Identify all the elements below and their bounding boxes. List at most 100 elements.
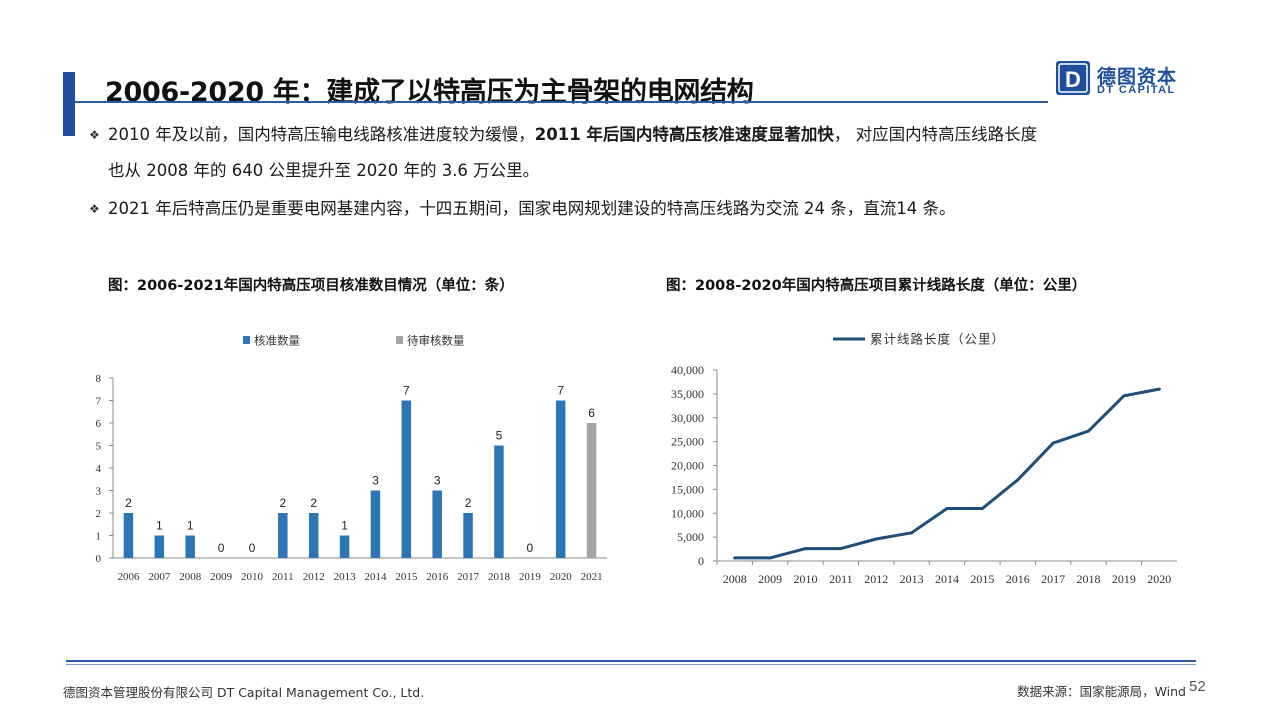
bar: [308, 513, 319, 558]
bar-x-tick-label: 2010: [241, 571, 264, 583]
bar-y-tick-label: 6: [96, 418, 102, 430]
line-x-tick-label: 2011: [829, 572, 853, 586]
line-x-tick-label: 2017: [1041, 572, 1065, 586]
diamond-bullet-icon: ❖: [89, 128, 100, 142]
bar-x-tick-label: 2021: [581, 571, 603, 583]
bar-data-label: 2: [125, 496, 132, 510]
footer-rule-thin: [66, 664, 1196, 665]
line-point: [1087, 429, 1091, 433]
line-y-tick-label: 5,000: [677, 530, 704, 544]
diamond-bullet-icon: ❖: [89, 202, 100, 216]
logo-letter: D: [1065, 67, 1081, 92]
bullet-list: ❖ 2010 年及以前，国内特高压输电线路核准进度较为缓慢，2011 年后国内特…: [88, 117, 1188, 227]
bar-x-tick-label: 2009: [210, 571, 233, 583]
bar: [185, 535, 195, 558]
line-point: [1016, 478, 1020, 482]
bar: [154, 535, 165, 558]
logo-english-name: DT CAPITAL: [1097, 84, 1176, 96]
bar: [401, 400, 412, 558]
title-accent-bar: [63, 72, 75, 136]
bar-data-label: 2: [279, 496, 286, 510]
line-y-tick-label: 40,000: [671, 363, 704, 377]
bar-x-tick-label: 2008: [179, 571, 202, 583]
line-point: [874, 537, 878, 541]
line-point: [1122, 394, 1126, 398]
bar-y-tick-label: 3: [96, 486, 102, 498]
bar-x-tick-label: 2019: [519, 571, 542, 583]
bar-data-label: 6: [588, 406, 595, 420]
bar-x-tick-label: 2020: [550, 571, 573, 583]
line-x-tick-label: 2019: [1112, 572, 1136, 586]
line-x-tick-label: 2014: [935, 572, 959, 586]
bullet-item-1: ❖ 2010 年及以前，国内特高压输电线路核准进度较为缓慢，2011 年后国内特…: [88, 117, 1188, 189]
line-x-tick-label: 2015: [970, 572, 994, 586]
bar-y-tick-label: 1: [96, 531, 102, 543]
line-x-tick-label: 2016: [1006, 572, 1030, 586]
bar-data-label: 0: [218, 541, 225, 555]
bar: [339, 535, 350, 558]
bar-data-label: 0: [526, 541, 533, 555]
line-y-tick-label: 30,000: [671, 411, 704, 425]
bar-data-label: 2: [465, 496, 472, 510]
line-x-tick-label: 2010: [793, 572, 817, 586]
bar-x-tick-label: 2013: [334, 571, 357, 583]
bar-y-tick-label: 4: [96, 463, 102, 475]
page-number: 52: [1189, 678, 1206, 695]
bar: [278, 513, 288, 558]
line-point: [980, 506, 984, 510]
logo-chinese-name: 德图资本: [1097, 66, 1178, 88]
bar-data-label: 1: [156, 519, 163, 533]
line-point: [733, 556, 737, 560]
bar-legend-label: 核准数量: [254, 334, 300, 348]
line-point: [768, 556, 772, 560]
line-point: [945, 506, 949, 510]
line-y-tick-label: 20,000: [671, 459, 704, 473]
line-x-tick-label: 2020: [1147, 572, 1171, 586]
bar: [463, 513, 473, 558]
bar-data-label: 0: [249, 541, 256, 555]
bar: [555, 400, 566, 558]
bar-data-label: 5: [496, 429, 503, 443]
line-series: [734, 387, 1160, 560]
footer-company: 德图资本管理股份有限公司 DT Capital Management Co., …: [63, 685, 425, 700]
footer-source: 数据来源：国家能源局，Wind: [1017, 684, 1186, 699]
title-underline: [75, 101, 1048, 103]
bar-y-tick-label: 0: [96, 553, 102, 565]
bar-x-tick-label: 2011: [272, 571, 294, 583]
bar-y-tick-label: 8: [96, 373, 102, 385]
line-y-tick-label: 0: [698, 554, 704, 568]
bar-data-label: 3: [434, 474, 441, 488]
bar-data-label: 2: [310, 496, 317, 510]
bar-x-tick-label: 2014: [364, 571, 387, 583]
bar-y-tick-label: 5: [96, 441, 102, 453]
bar-data-label: 3: [372, 474, 379, 488]
bar-x-tick-label: 2007: [148, 571, 171, 583]
bar-x-tick-label: 2016: [426, 571, 449, 583]
bar: [494, 445, 504, 558]
line-point: [1051, 441, 1055, 445]
chart-left-title: 图：2006-2021年国内特高压项目核准数目情况（单位：条）: [108, 278, 514, 294]
line-y-tick-label: 10,000: [671, 506, 704, 520]
company-logo: D 德图资本 DT CAPITAL: [1056, 61, 1196, 99]
line-legend-label: 累计线路长度（公里）: [870, 332, 1005, 347]
bar-data-label: 7: [557, 384, 564, 398]
bar-data-label: 1: [341, 519, 348, 533]
bar-legend-swatch: [396, 336, 403, 344]
line-point: [1157, 387, 1161, 391]
bar-legend-label: 待审核数量: [407, 334, 465, 348]
bar-x-tick-label: 2015: [395, 571, 418, 583]
bar-legend-swatch: [243, 336, 250, 344]
bar: [123, 513, 134, 558]
line-x-tick-label: 2008: [723, 572, 747, 586]
bullet-2-text: 2021 年后特高压仍是重要电网基建内容，十四五期间，国家电网规划建设的特高压线…: [108, 199, 956, 218]
bar-x-tick-label: 2018: [488, 571, 511, 583]
line-x-tick-label: 2013: [900, 572, 924, 586]
line-y-tick-label: 35,000: [671, 387, 704, 401]
line-x-tick-label: 2018: [1077, 572, 1101, 586]
bar-y-tick-label: 2: [96, 508, 102, 520]
bar-data-label: 1: [187, 519, 194, 533]
bar: [432, 490, 442, 558]
line-y-tick-label: 25,000: [671, 435, 704, 449]
bar-x-tick-label: 2012: [303, 571, 325, 583]
